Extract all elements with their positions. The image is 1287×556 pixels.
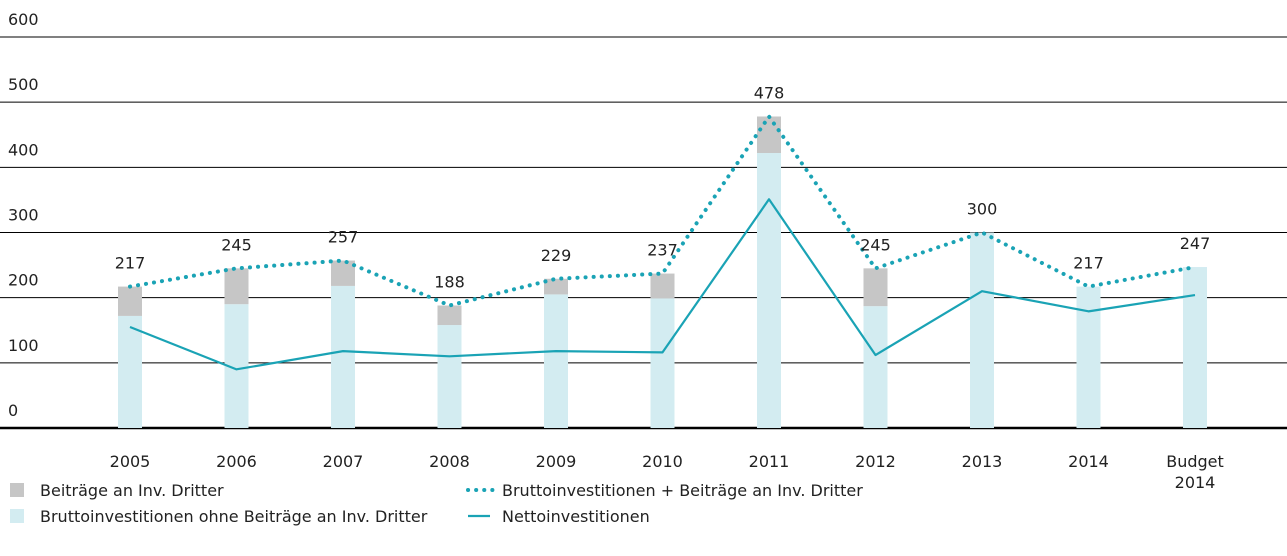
- legend-swatch: [10, 483, 24, 497]
- data-label: 217: [115, 254, 146, 273]
- bar-segment: [437, 325, 462, 428]
- data-label: 245: [221, 235, 252, 254]
- data-label: 257: [328, 228, 359, 247]
- x-tick-label: 2009: [535, 452, 577, 471]
- bar-segment: [863, 268, 888, 307]
- bar-segment: [118, 315, 142, 428]
- data-label: 237: [647, 241, 678, 260]
- bar-segment: [544, 294, 568, 428]
- x-tick-label: 2006: [216, 452, 257, 471]
- y-tick-label: 200: [8, 271, 39, 290]
- bar-segment: [1076, 286, 1101, 428]
- bar-segment: [544, 278, 568, 295]
- bar-segment: [224, 268, 249, 305]
- x-tick-label: 2012: [855, 452, 896, 471]
- legend-label: Beiträge an Inv. Dritter: [40, 481, 224, 500]
- bar-segment: [331, 260, 355, 286]
- data-label: 217: [1073, 254, 1104, 273]
- bar-segment: [650, 273, 675, 299]
- x-tick-label: 2010: [642, 452, 683, 471]
- x-tick-label: 2005: [109, 452, 151, 471]
- data-label: 478: [754, 84, 785, 103]
- legend-swatch: [10, 509, 24, 523]
- data-label: 247: [1180, 234, 1211, 253]
- x-tick-label: Budget 2014: [1166, 452, 1224, 492]
- data-label: 229: [541, 246, 572, 265]
- y-tick-label: 400: [8, 140, 39, 159]
- bar-segment: [757, 116, 781, 153]
- series-line: [128, 114, 1197, 308]
- legend-label: Bruttoinvestitionen + Beiträge an Inv. D…: [502, 481, 863, 500]
- data-label: 300: [967, 200, 998, 219]
- bar-segment: [118, 286, 142, 316]
- y-tick-label: 100: [8, 336, 39, 355]
- bar-segment: [863, 306, 888, 428]
- bar-segment: [650, 298, 675, 428]
- y-tick-label: 600: [8, 10, 39, 29]
- series-line: [129, 198, 1196, 371]
- y-tick-label: 0: [8, 401, 18, 420]
- x-tick-label: 2011: [748, 452, 790, 471]
- y-tick-label: 500: [8, 75, 39, 94]
- x-tick-label: 2007: [322, 452, 364, 471]
- data-label: 188: [434, 272, 465, 291]
- bar-segment: [331, 285, 355, 428]
- y-tick-label: 300: [8, 206, 39, 225]
- data-label: 245: [860, 235, 891, 254]
- bar-segment: [757, 152, 781, 428]
- x-tick-label: 2013: [961, 452, 1003, 471]
- bar-segment: [1183, 267, 1207, 428]
- bar-segment: [970, 232, 994, 428]
- x-tick-label: 2008: [429, 452, 470, 471]
- bar-segment: [437, 305, 462, 326]
- legend-label: Nettoinvestitionen: [502, 507, 650, 526]
- x-tick-label: 2014: [1068, 452, 1109, 471]
- legend-label: Bruttoinvestitionen ohne Beiträge an Inv…: [40, 507, 428, 526]
